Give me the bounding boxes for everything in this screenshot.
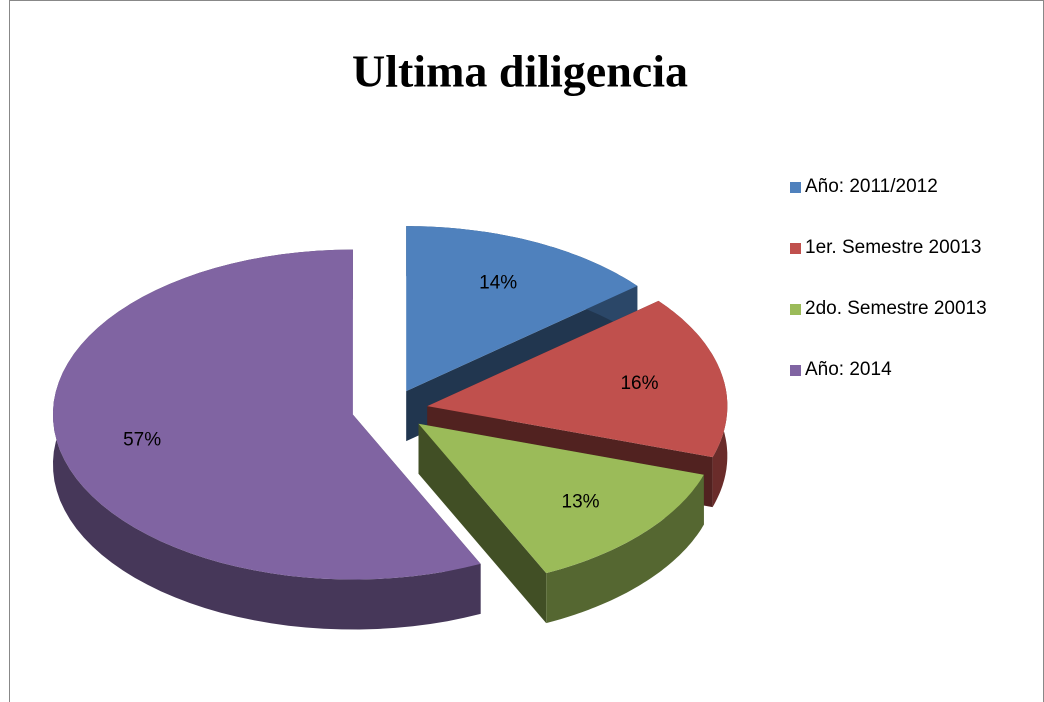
chart-title: Ultima diligencia bbox=[352, 46, 688, 97]
slice-top bbox=[53, 249, 481, 580]
legend-swatch bbox=[790, 243, 801, 254]
slice-outer-side bbox=[546, 474, 704, 624]
legend-item: Año: 2014 bbox=[790, 355, 990, 385]
slice-outer-side bbox=[53, 249, 481, 630]
legend-swatch bbox=[790, 365, 801, 376]
legend-swatch bbox=[790, 182, 801, 193]
data-label: 13% bbox=[562, 491, 600, 512]
legend-label: Año: 2014 bbox=[805, 359, 892, 380]
legend-item: 2do. Semestre 20013 bbox=[790, 294, 990, 324]
legend-label: 1er. Semestre 20013 bbox=[805, 237, 982, 258]
slice-top bbox=[406, 226, 638, 392]
legend-swatch bbox=[790, 304, 801, 315]
slice-radial-side bbox=[418, 423, 547, 624]
data-label: 16% bbox=[620, 373, 658, 394]
data-label: 57% bbox=[123, 429, 161, 450]
pie: 14% 16% 13% 57% bbox=[53, 226, 728, 630]
legend-label: 2do. Semestre 20013 bbox=[805, 298, 987, 319]
legend-label: Año: 2011/2012 bbox=[805, 176, 938, 197]
slice-top bbox=[427, 300, 728, 458]
data-label: 14% bbox=[479, 273, 517, 294]
legend: Año: 2011/2012 1er. Semestre 20013 2do. Se… bbox=[790, 172, 990, 416]
legend-item: 1er. Semestre 20013 bbox=[790, 233, 990, 263]
legend-item: Año: 2011/2012 bbox=[790, 172, 990, 202]
slice-top bbox=[418, 423, 704, 574]
